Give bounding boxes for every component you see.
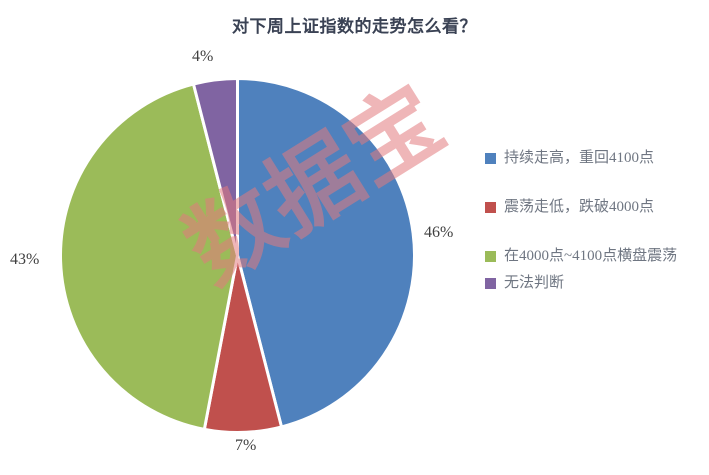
legend-item-label: 在4000点~4100点横盘震荡 — [504, 248, 678, 264]
legend-item-label: 无法判断 — [504, 275, 565, 291]
legend-swatch-icon — [485, 278, 496, 289]
slice-value-label-purple: 4% — [192, 48, 214, 65]
slice-value-label-red: 7% — [235, 437, 257, 454]
legend-item[interactable]: 震荡走低，跌破4000点 — [485, 197, 707, 218]
legend-item[interactable]: 持续走高，重回4100点 — [485, 148, 707, 169]
pie-slice[interactable] — [191, 77, 239, 257]
legend-item[interactable]: 在4000点~4100点横盘震荡 — [485, 246, 707, 267]
legend-swatch-icon — [485, 153, 496, 164]
legend-item-label: 持续走高，重回4100点 — [504, 150, 655, 166]
legend-swatch-icon — [485, 251, 496, 262]
legend-swatch-icon — [485, 202, 496, 213]
pie-slice[interactable] — [236, 77, 416, 429]
chart-title: 对下周上证指数的走势怎么看？ — [232, 17, 477, 36]
pie-slice-group — [59, 77, 416, 434]
pie-svg — [59, 77, 416, 434]
pie-slice[interactable] — [59, 82, 239, 431]
legend-item-label: 震荡走低，跌破4000点 — [504, 199, 655, 215]
chart-legend: 持续走高，重回4100点 震荡走低，跌破4000点 在4000点~4100点横盘… — [485, 148, 707, 322]
slice-value-label-green: 43% — [10, 251, 40, 268]
legend-item[interactable]: 无法判断 — [485, 273, 707, 294]
pie-plot-area — [40, 58, 435, 453]
slice-value-label-blue: 46% — [424, 224, 454, 241]
